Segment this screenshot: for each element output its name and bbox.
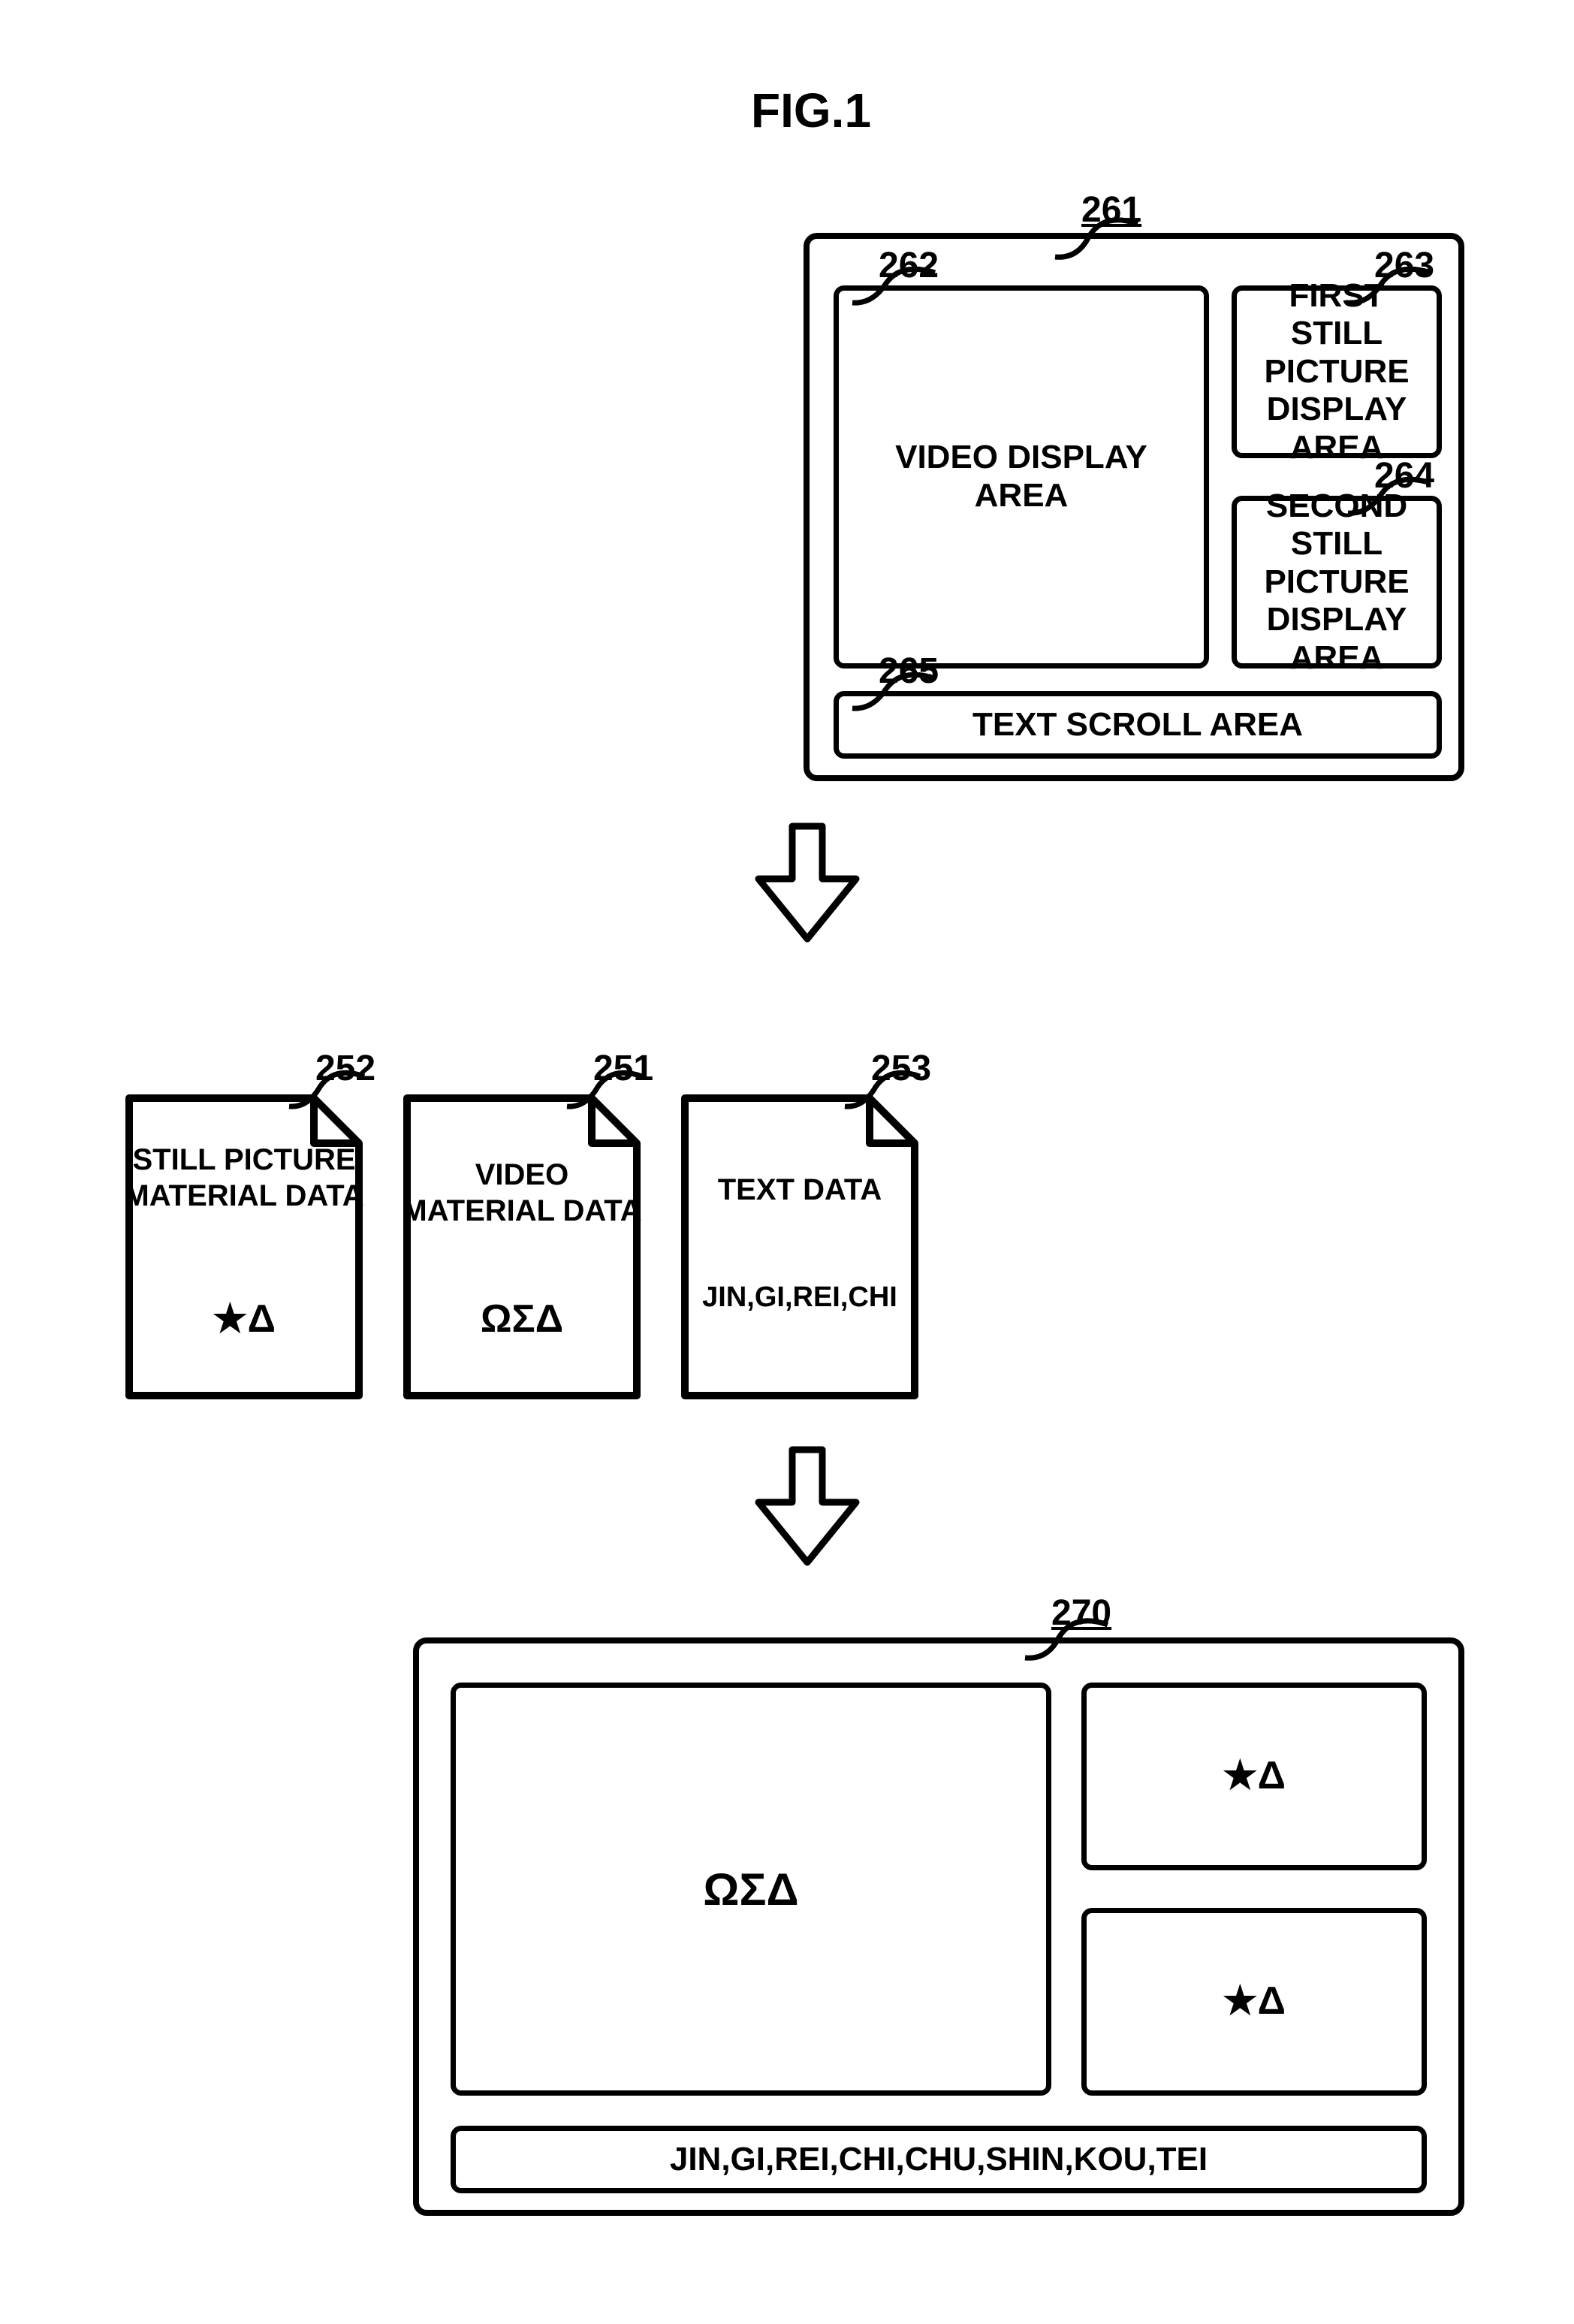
leader-252	[285, 1070, 368, 1112]
template-video-area: VIDEO DISPLAY AREA	[834, 285, 1209, 669]
output-still2-area: ★Δ	[1081, 1908, 1427, 2096]
output-still2-content: ★Δ	[1223, 1979, 1286, 2024]
template-still2-area: SECOND STILLPICTUREDISPLAY AREA	[1232, 496, 1442, 669]
output-scroll-content: JIN,GI,REI,CHI,CHU,SHIN,KOU,TEI	[670, 2141, 1208, 2179]
arrow-from-materials-icon	[751, 1442, 864, 1570]
paper-still-title: STILL PICTUREMATERIAL DATA	[120, 1142, 368, 1214]
paper-video-content: ΩΣΔ	[398, 1296, 646, 1342]
arrow-from-template-icon	[751, 819, 864, 946]
output-still1-area: ★Δ	[1081, 1683, 1427, 1870]
leader-253	[841, 1070, 924, 1112]
leader-265	[849, 672, 939, 714]
output-video-area: ΩΣΔ	[451, 1683, 1051, 2096]
output-scroll-area: JIN,GI,REI,CHI,CHU,SHIN,KOU,TEI	[451, 2126, 1427, 2193]
paper-video-material: VIDEOMATERIAL DATA ΩΣΔ	[398, 1089, 646, 1405]
paper-text-data: TEXT DATA JIN,GI,REI,CHI	[676, 1089, 924, 1405]
paper-text-title: TEXT DATA	[676, 1172, 924, 1208]
template-scroll-label: TEXT SCROLL AREA	[972, 706, 1303, 744]
leader-263	[1344, 267, 1434, 308]
leader-262	[849, 267, 939, 308]
leader-264	[1344, 477, 1434, 518]
figure-title: FIG.1	[751, 83, 871, 138]
template-still1-area: FIRST STILLPICTUREDISPLAY AREA	[1232, 285, 1442, 458]
leader-270	[1021, 1619, 1111, 1664]
output-still1-content: ★Δ	[1223, 1754, 1286, 1799]
output-video-content: ΩΣΔ	[703, 1864, 798, 1915]
template-video-label: VIDEO DISPLAY AREA	[845, 439, 1198, 515]
leader-261	[1051, 218, 1141, 263]
paper-still-content: ★Δ	[120, 1296, 368, 1342]
paper-text-content: JIN,GI,REI,CHI	[676, 1281, 924, 1315]
paper-video-title: VIDEOMATERIAL DATA	[398, 1157, 646, 1229]
leader-251	[563, 1070, 646, 1112]
paper-still-picture-material: STILL PICTUREMATERIAL DATA ★Δ	[120, 1089, 368, 1405]
